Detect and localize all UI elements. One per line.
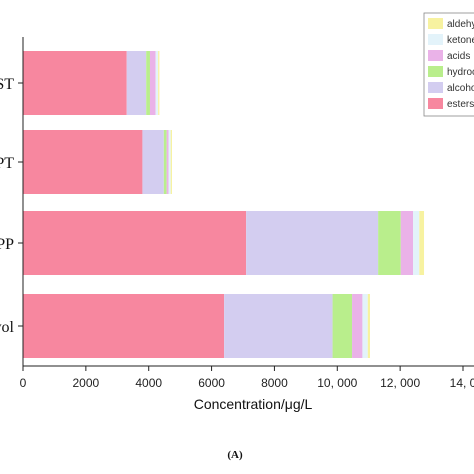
legend-swatch-aldehydes: [428, 18, 443, 29]
bar-pp-esters: [23, 211, 247, 275]
x-tick-label: 6000: [198, 376, 225, 390]
bar-vol-esters: [23, 294, 225, 358]
bar-pp-alcohols: [246, 211, 379, 275]
bar-st-hydrocarbons: [146, 51, 150, 115]
bar-vol-acids: [352, 294, 363, 358]
legend-label-hydrocarbons: hydroc: [447, 67, 474, 78]
x-tick-label: 2000: [73, 376, 100, 390]
legend: aldehy ketone acids hydroc alcoho esters: [423, 12, 474, 117]
legend-label-alcohols: alcoho: [447, 83, 474, 94]
y-tick-label-st: ST: [0, 76, 14, 93]
legend-label-esters: esters: [447, 99, 474, 110]
y-tick-labels: vol PP PT ST: [0, 76, 23, 336]
bar-pt-alcohols: [142, 130, 164, 194]
legend-swatch-ketones: [428, 34, 443, 45]
bar-pt-acids: [166, 130, 169, 194]
bar-vol-alcohols: [224, 294, 333, 358]
bar-vol-ketones: [362, 294, 368, 358]
bar-layer: [23, 51, 425, 358]
legend-swatch-alcohols: [428, 82, 443, 93]
y-tick-label-pt: PT: [0, 155, 14, 172]
bar-pp-aldehydes: [419, 211, 425, 275]
legend-swatch-esters: [428, 98, 443, 109]
bar-vol-hydrocarbons: [332, 294, 353, 358]
bar-pp-ketones: [413, 211, 420, 275]
x-tick-label: 14, 0: [450, 376, 474, 390]
x-axis-title: Concentration/μg/L: [194, 396, 313, 412]
panel-label: (A): [227, 449, 243, 461]
x-ticks: 0 2000 4000 6000 8000 10, 000 12, 000 14, 0: [20, 366, 474, 390]
bar-st-esters: [23, 51, 127, 115]
bar-vol-aldehydes: [367, 294, 370, 358]
bar-st-ketones: [155, 51, 159, 115]
x-tick-label: 0: [20, 376, 27, 390]
legend-swatch-acids: [428, 50, 443, 61]
legend-swatch-hydrocarbons: [428, 66, 443, 77]
x-tick-label: 10, 000: [317, 376, 357, 390]
bar-pt-aldehydes: [170, 130, 172, 194]
bar-pp-hydrocarbons: [378, 211, 401, 275]
bar-pt-hydrocarbons: [163, 130, 167, 194]
bar-pt-esters: [23, 130, 143, 194]
x-tick-label: 12, 000: [380, 376, 420, 390]
axes: [22, 37, 474, 367]
legend-label-ketones: ketone: [447, 35, 474, 46]
legend-label-acids: acids: [447, 51, 470, 62]
y-tick-label-pp: PP: [0, 236, 14, 253]
x-tick-label: 8000: [261, 376, 288, 390]
bar-pp-acids: [400, 211, 414, 275]
bar-st-aldehydes: [158, 51, 160, 115]
bar-pt-ketones: [168, 130, 171, 194]
bar-st-alcohols: [126, 51, 147, 115]
legend-label-aldehydes: aldehy: [447, 19, 474, 30]
bar-st-acids: [149, 51, 156, 115]
y-tick-label-vol: vol: [0, 319, 15, 336]
x-tick-label: 4000: [135, 376, 162, 390]
